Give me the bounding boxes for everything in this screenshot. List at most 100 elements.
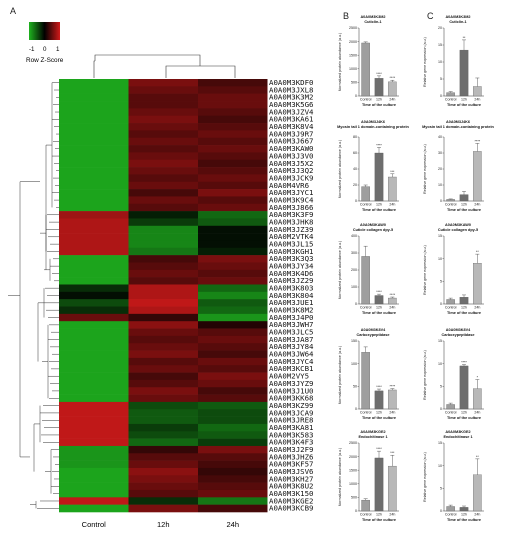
y-tick-label: 10: [438, 257, 442, 261]
heatmap-cell: [128, 93, 198, 102]
x-tick-label: 24h: [474, 411, 480, 415]
heatmap-cell: [128, 79, 198, 87]
x-axis-label: Time of the culture: [362, 311, 396, 315]
heatmap-cell: [59, 306, 129, 315]
bar: [446, 299, 455, 305]
heatmap-cell: [198, 453, 268, 461]
x-tick-label: 12h: [376, 306, 382, 310]
y-tick-label: 10: [438, 183, 442, 187]
y-tick-label: 0: [355, 94, 357, 98]
heatmap-cell: [59, 299, 129, 307]
significance-marker: ****: [461, 361, 467, 365]
heatmap-row-label: A0A0M3J3Q2: [269, 166, 314, 175]
heatmap-cell: [128, 335, 198, 344]
heatmap-cell: [128, 247, 198, 256]
heatmap-row-label: A0A0M3J1U0: [269, 386, 314, 395]
heatmap-cell: [198, 130, 268, 139]
x-tick-label: Control: [445, 411, 457, 415]
heatmap-cell: [128, 218, 198, 227]
bar-chart-subtitle: Myosin tail 1 domain-containing protein: [337, 125, 409, 129]
heatmap-cell: [198, 306, 268, 315]
heatmap-cell: [59, 445, 129, 454]
heatmap-column-labels: Control 12h 24h: [82, 520, 239, 529]
heatmap-cell: [198, 489, 268, 498]
x-axis-label: Time of the culture: [447, 208, 481, 212]
heatmap-cell: [128, 416, 198, 425]
heatmap-cell: [59, 409, 129, 417]
heatmap-cell: [59, 482, 129, 491]
heatmap-cell: [198, 240, 268, 249]
heatmap-cell: [128, 181, 198, 190]
bar: [374, 390, 384, 410]
heatmap-cell: [198, 247, 268, 256]
heatmap-row-label: A0A0M3K8U2: [269, 482, 314, 491]
significance-marker: ****: [390, 293, 396, 297]
heatmap-row-label: A0A0M3K3Q3: [269, 254, 314, 263]
y-axis-label: Relative gene expression (a.u.): [423, 144, 427, 194]
heatmap-cell: [59, 467, 129, 476]
y-axis-label: Relative gene expression (a.u.): [423, 37, 427, 87]
heatmap-cell: [198, 372, 268, 381]
heatmap-cell: [128, 152, 198, 161]
heatmap-row-label: A0A0M3JHZ6: [269, 452, 314, 461]
heatmap-row-label: A0A0M3K583: [269, 430, 314, 439]
heatmap-row-label: A0A0M3KZ99: [269, 401, 314, 410]
heatmap-cell: [59, 167, 129, 175]
heatmap-column-label: Control: [82, 520, 107, 529]
heatmap-row-label: A0A0M3JCK9: [269, 173, 314, 182]
heatmap-cell: [59, 233, 129, 241]
x-tick-label: Control: [360, 203, 372, 207]
heatmap-column-label: 24h: [226, 520, 239, 529]
heatmap-cell: [198, 416, 268, 425]
y-tick-label: 500: [351, 81, 357, 85]
heatmap-cell: [59, 196, 129, 205]
y-tick-label: 50: [353, 385, 357, 389]
y-tick-label: 80: [353, 135, 357, 139]
heatmap-cell: [59, 475, 129, 483]
heatmap-row-label: A0A0M3JXL8: [269, 85, 314, 94]
heatmap-cell: [59, 93, 129, 102]
y-tick-label: 200: [351, 268, 357, 272]
heatmap-cell: [198, 93, 268, 102]
heatmap-row-label: A0A0M3JL15: [269, 239, 314, 248]
heatmap-row-label: A0A0M3K4D6: [269, 269, 314, 278]
color-key-title: Row Z-Score: [26, 57, 64, 64]
x-tick-label: 24h: [474, 98, 480, 102]
heatmap-cell: [59, 489, 129, 498]
heatmap-cell: [198, 115, 268, 124]
y-tick-label: 20: [438, 167, 442, 171]
bar: [459, 297, 469, 305]
x-tick-label: 12h: [461, 513, 467, 517]
heatmap-row-label: A0A0M3J3V0: [269, 151, 314, 160]
heatmap-cell: [198, 497, 268, 505]
heatmap-cell: [128, 401, 198, 410]
heatmap-cell: [59, 211, 129, 219]
x-tick-label: 24h: [474, 513, 480, 517]
heatmap-cell: [198, 181, 268, 190]
heatmap-cell: [59, 438, 129, 447]
bar: [361, 256, 370, 305]
heatmap-cell: [128, 445, 198, 454]
heatmap-cell: [128, 255, 198, 263]
bar: [473, 263, 482, 305]
heatmap-cell: [59, 277, 129, 285]
bar-chart-title: A0A0M3J4K6: [361, 120, 385, 124]
y-tick-label: 1000: [349, 67, 357, 71]
bar: [473, 388, 482, 410]
heatmap-row-label: A0A0M3JCA9: [269, 408, 314, 417]
heatmap-cell: [128, 453, 198, 461]
x-axis-label: Time of the culture: [362, 103, 396, 107]
y-tick-label: 5: [440, 77, 442, 81]
heatmap-cell: [128, 423, 198, 432]
heatmap-cell: [59, 247, 129, 256]
bar-chart-title: A0A0M3KGE2: [445, 430, 470, 434]
heatmap-cell: [59, 203, 129, 212]
heatmap-cell: [198, 482, 268, 491]
bar: [388, 465, 397, 512]
heatmap-cell: [198, 379, 268, 388]
heatmap-cell: [198, 335, 268, 344]
heatmap-row-label: A0A0M3JUE1: [269, 298, 314, 307]
heatmap-cell: [198, 277, 268, 285]
